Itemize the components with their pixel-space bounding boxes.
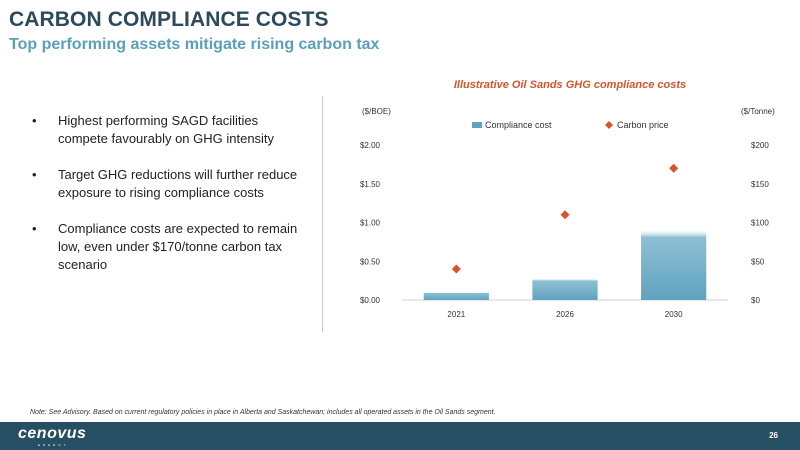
- left-tick-label: $2.00: [360, 141, 381, 150]
- footer-bar: cenovus ENERGY 26: [0, 422, 800, 450]
- chart-title: Illustrative Oil Sands GHG compliance co…: [453, 79, 687, 91]
- left-tick-label: $0.50: [360, 257, 381, 266]
- page-subtitle: Top performing assets mitigate rising ca…: [9, 36, 380, 53]
- bar-compliance-cost: [532, 278, 598, 300]
- x-tick-label: 2021: [447, 310, 465, 319]
- bullet-item: Highest performing SAGD facilities compe…: [32, 112, 302, 148]
- legend-swatch-carbon-price: [605, 121, 613, 129]
- right-tick-label: $200: [751, 141, 769, 150]
- right-tick-label: $0: [751, 296, 760, 305]
- compliance-chart: ($/BOE) ($/Tonne) $0.00 $0.50 $1.00 $1.50 $2.0…: [360, 107, 775, 319]
- left-tick-label: $1.50: [360, 180, 381, 189]
- x-tick-label: 2026: [556, 310, 574, 319]
- bullet-item: Target GHG reductions will further reduc…: [32, 166, 302, 202]
- marker-carbon-price: [669, 163, 679, 173]
- left-tick-label: $0.00: [360, 296, 381, 305]
- marker-carbon-price: [560, 210, 570, 220]
- right-tick-label: $100: [751, 219, 769, 228]
- company-logo: cenovus: [18, 425, 87, 442]
- vertical-divider: [322, 96, 323, 332]
- marker-carbon-price: [451, 264, 461, 274]
- bar-compliance-cost: [423, 292, 489, 300]
- right-axis-label: ($/Tonne): [741, 107, 775, 116]
- page-title: CARBON COMPLIANCE COSTS: [9, 8, 329, 31]
- right-tick-label: $50: [751, 257, 765, 266]
- bullet-list: Highest performing SAGD facilities compe…: [32, 112, 302, 292]
- left-tick-label: $1.00: [360, 219, 381, 228]
- right-tick-label: $150: [751, 180, 769, 189]
- left-axis-label: ($/BOE): [362, 107, 391, 116]
- legend-label-compliance-cost: Compliance cost: [485, 120, 552, 130]
- page-number: 26: [769, 431, 778, 440]
- company-logo-subtext: ENERGY: [38, 443, 69, 447]
- bullet-item: Compliance costs are expected to remain …: [32, 220, 302, 274]
- bar-compliance-cost: [641, 228, 707, 300]
- footnote: Note: See Advisory. Based on current reg…: [30, 409, 496, 416]
- legend-swatch-compliance-cost: [472, 122, 482, 128]
- legend-label-carbon-price: Carbon price: [617, 120, 669, 130]
- x-tick-label: 2030: [665, 310, 683, 319]
